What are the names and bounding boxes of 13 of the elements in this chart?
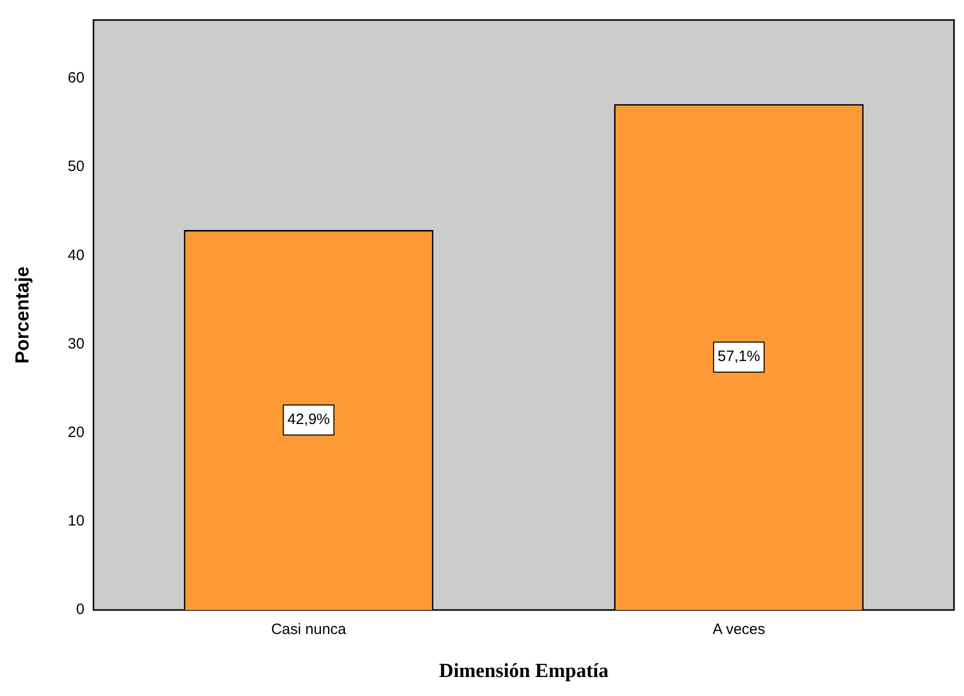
y-tick-label: 50 — [68, 158, 84, 176]
y-tick-label: 20 — [68, 424, 84, 441]
y-tick-label: 60 — [68, 70, 84, 87]
data-label: 42,9% — [287, 411, 330, 428]
x-tick-label: A veces — [712, 621, 766, 638]
y-tick-label: 10 — [68, 512, 84, 530]
y-axis-title: Porcentaje — [12, 266, 34, 364]
x-tick-label: Casi nunca — [271, 621, 347, 638]
x-axis-title: Dimensión Empatía — [439, 660, 608, 682]
y-tick-label: 30 — [68, 335, 84, 352]
y-tick-label: 40 — [68, 246, 84, 264]
y-tick-label: 0 — [76, 601, 84, 618]
data-label: 57,1% — [718, 348, 760, 366]
